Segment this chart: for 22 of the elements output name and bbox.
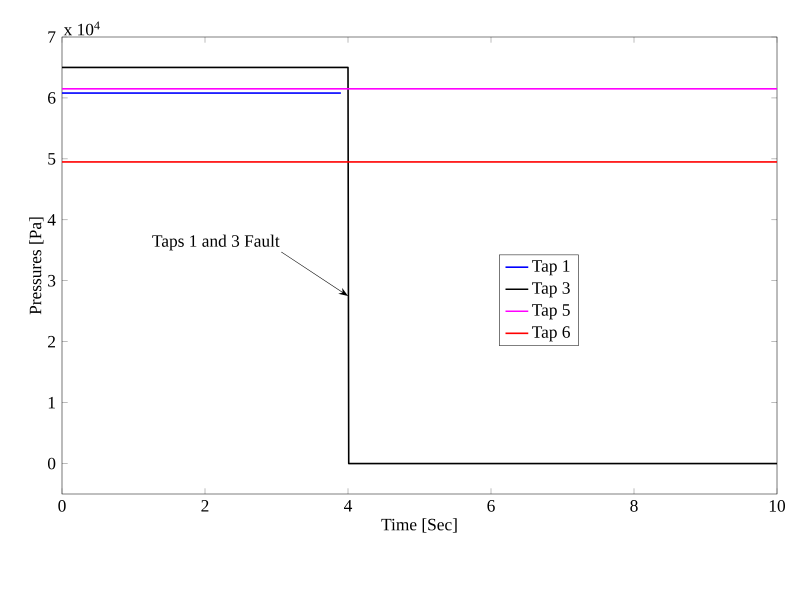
y-tick-label: 7: [48, 31, 56, 43]
y-tick-label: 3: [48, 274, 56, 287]
x-tick-label: 0: [58, 500, 66, 512]
y-axis-title: Pressures [Pa]: [29, 217, 44, 314]
x-tick-label: 10: [770, 500, 786, 512]
legend-label: Tap 5: [532, 304, 570, 320]
legend-label: Tap 6: [532, 326, 570, 342]
x-tick-label: 6: [487, 500, 495, 512]
y-tick-label: 1: [48, 396, 55, 408]
x-axis-title: Time [Sec]: [381, 518, 457, 533]
text: x 10$^{4}$: [64, 21, 100, 36]
y-tick-label: 6: [48, 92, 56, 104]
x-tick-label: 8: [630, 500, 638, 512]
legend-label: Tap 3: [532, 282, 570, 298]
y-tick-label: 0: [48, 458, 56, 470]
y-tick-label: 5: [48, 153, 56, 165]
annotation: Taps 1 and 3 Fault: [152, 234, 280, 250]
x-tick-label: 4: [344, 500, 352, 512]
y-tick-label: 2: [48, 336, 56, 348]
x-tick-label: 2: [201, 500, 208, 512]
legend-label: Tap 1: [532, 260, 570, 276]
y-tick-label: 4: [48, 214, 56, 226]
